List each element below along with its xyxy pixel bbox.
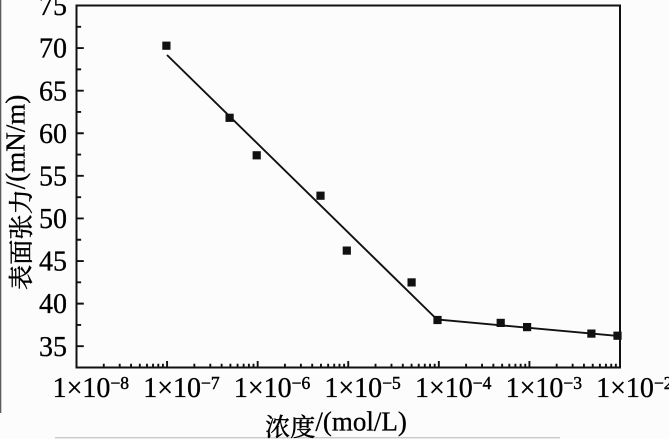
svg-text:1×10: 1×10	[324, 373, 382, 404]
svg-text:65: 65	[39, 76, 67, 107]
svg-text:60: 60	[39, 119, 67, 150]
svg-text:−4: −4	[473, 373, 492, 393]
svg-text:1×10: 1×10	[234, 373, 292, 404]
svg-text:1×10: 1×10	[506, 373, 564, 404]
svg-text:−5: −5	[382, 373, 401, 393]
svg-text:1×10: 1×10	[415, 373, 473, 404]
svg-text:40: 40	[39, 289, 67, 320]
svg-text:45: 45	[39, 247, 67, 278]
svg-text:1×10: 1×10	[596, 373, 654, 404]
svg-text:−8: −8	[110, 373, 129, 393]
svg-text:/(mol/L): /(mol/L)	[315, 407, 406, 437]
svg-text:75: 75	[39, 0, 67, 22]
svg-text:−7: −7	[201, 373, 220, 393]
svg-text:70: 70	[39, 34, 67, 65]
svg-text:35: 35	[39, 332, 67, 363]
svg-text:/(mN/m): /(mN/m)	[1, 95, 31, 190]
svg-text:50: 50	[39, 204, 67, 235]
svg-text:−3: −3	[563, 373, 582, 393]
svg-text:1×10: 1×10	[143, 373, 201, 404]
svg-text:−6: −6	[292, 373, 311, 393]
svg-text:1×10: 1×10	[53, 373, 111, 404]
svg-text:55: 55	[39, 161, 67, 192]
svg-text:−2: −2	[654, 373, 669, 393]
